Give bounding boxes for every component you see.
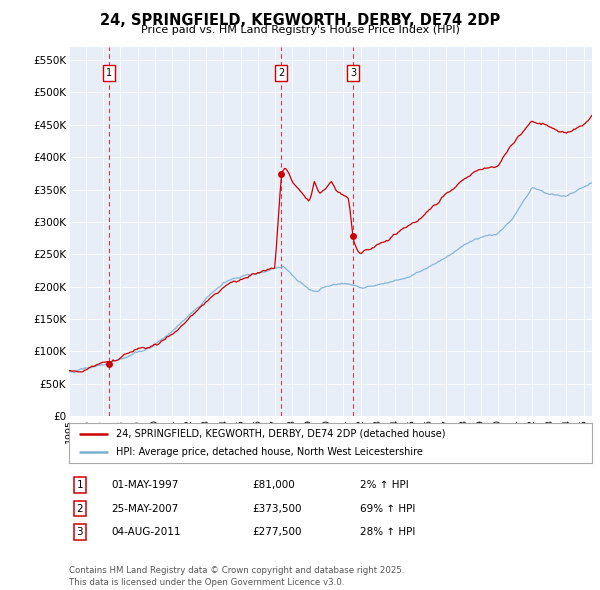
Text: Price paid vs. HM Land Registry's House Price Index (HPI): Price paid vs. HM Land Registry's House …	[140, 25, 460, 35]
Text: 25-MAY-2007: 25-MAY-2007	[111, 504, 178, 513]
Text: Contains HM Land Registry data © Crown copyright and database right 2025.
This d: Contains HM Land Registry data © Crown c…	[69, 566, 404, 587]
Text: 2: 2	[278, 68, 284, 78]
Text: 69% ↑ HPI: 69% ↑ HPI	[360, 504, 415, 513]
Text: 24, SPRINGFIELD, KEGWORTH, DERBY, DE74 2DP (detached house): 24, SPRINGFIELD, KEGWORTH, DERBY, DE74 2…	[116, 429, 446, 439]
Text: HPI: Average price, detached house, North West Leicestershire: HPI: Average price, detached house, Nort…	[116, 447, 423, 457]
Text: 1: 1	[106, 68, 112, 78]
Text: 2: 2	[76, 504, 83, 513]
Text: 01-MAY-1997: 01-MAY-1997	[111, 480, 178, 490]
Text: 04-AUG-2011: 04-AUG-2011	[111, 527, 181, 537]
Text: £277,500: £277,500	[252, 527, 302, 537]
Text: 3: 3	[350, 68, 356, 78]
Text: £373,500: £373,500	[252, 504, 302, 513]
Text: 1: 1	[76, 480, 83, 490]
Text: 3: 3	[76, 527, 83, 537]
Text: £81,000: £81,000	[252, 480, 295, 490]
Text: 2% ↑ HPI: 2% ↑ HPI	[360, 480, 409, 490]
Text: 28% ↑ HPI: 28% ↑ HPI	[360, 527, 415, 537]
Text: 24, SPRINGFIELD, KEGWORTH, DERBY, DE74 2DP: 24, SPRINGFIELD, KEGWORTH, DERBY, DE74 2…	[100, 13, 500, 28]
